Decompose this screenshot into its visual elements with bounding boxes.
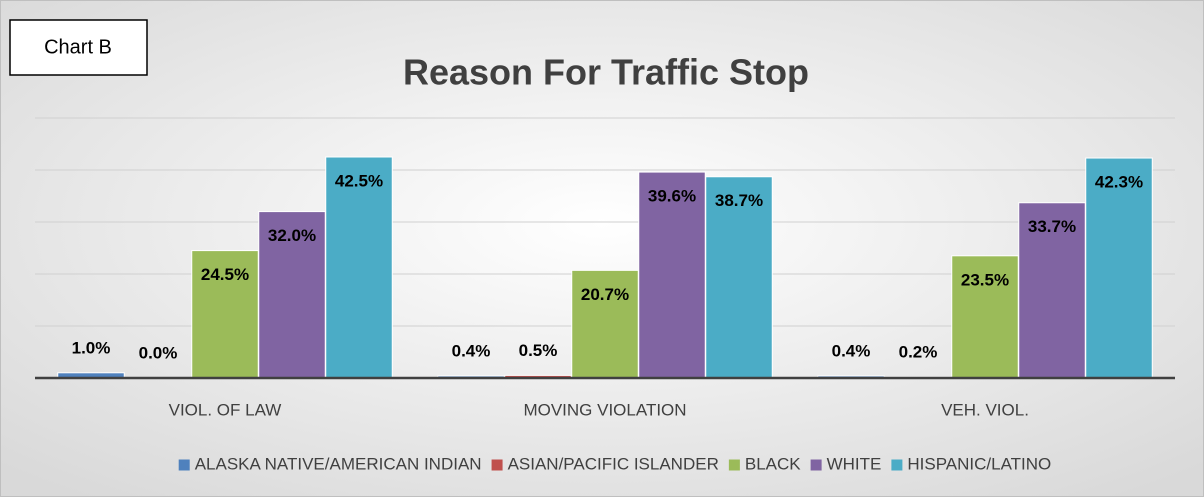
data-label: 20.7% [581, 285, 629, 304]
legend-swatch [491, 459, 503, 471]
data-label: 0.5% [519, 341, 558, 360]
data-label: 24.5% [201, 265, 249, 284]
data-label: 42.5% [335, 171, 383, 190]
x-tick-label: VEH. VIOL. [941, 400, 1029, 419]
data-label: 1.0% [72, 338, 111, 357]
legend-label: HISPANIC/LATINO [907, 454, 1051, 473]
data-label: 0.0% [139, 343, 178, 362]
legend-swatch [810, 459, 822, 471]
data-label: 39.6% [648, 187, 696, 206]
data-label: 42.3% [1095, 173, 1143, 192]
bar [1018, 202, 1086, 379]
data-label: 33.7% [1028, 217, 1076, 236]
bar [191, 250, 259, 379]
legend-label: BLACK [745, 454, 801, 473]
legend-swatch [891, 459, 903, 471]
data-label: 0.4% [452, 341, 491, 360]
bar [1085, 157, 1153, 379]
x-tick-label: VIOL. OF LAW [169, 400, 282, 419]
legend-swatch [178, 459, 190, 471]
bar [571, 269, 639, 379]
data-label: 23.5% [961, 270, 1009, 289]
data-label: 38.7% [715, 191, 763, 210]
bar [951, 255, 1019, 379]
legend-label: WHITE [827, 454, 882, 473]
data-label: 0.4% [832, 341, 871, 360]
legend-swatch [728, 459, 740, 471]
bar [258, 211, 326, 379]
data-label: 32.0% [268, 226, 316, 245]
annotation: Chart B [44, 36, 112, 58]
bar [638, 171, 706, 379]
legend-label: ALASKA NATIVE/AMERICAN INDIAN [195, 454, 482, 473]
bar [325, 156, 393, 379]
annotation-box [9, 19, 148, 76]
legend-label: ASIAN/PACIFIC ISLANDER [508, 454, 719, 473]
data-label: 0.2% [899, 342, 938, 361]
bar [705, 176, 773, 379]
x-tick-label: MOVING VIOLATION [523, 400, 686, 419]
chart-title: Reason For Traffic Stop [403, 52, 809, 93]
